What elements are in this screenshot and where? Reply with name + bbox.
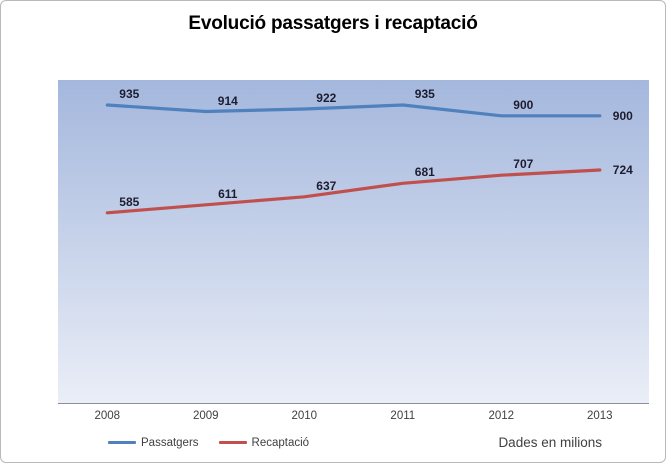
data-label: 935 (119, 87, 140, 101)
footnote-units: Dades en milions (498, 435, 602, 450)
plot-area (58, 80, 649, 404)
data-label: 724 (612, 163, 633, 177)
data-label: 585 (119, 194, 140, 209)
legend: Passatgers Recaptació (108, 434, 309, 451)
legend-label-passatgers: Passatgers (141, 436, 199, 449)
legend-label-recaptacio: Recaptació (251, 436, 310, 449)
x-axis-label: 2012 (488, 410, 515, 422)
x-axis-label: 2013 (587, 410, 613, 422)
legend-line-swatch-recaptacio (218, 441, 247, 444)
data-label: 900 (513, 97, 534, 112)
data-label: 611 (218, 186, 238, 201)
x-axis-label: 2010 (291, 410, 318, 422)
legend-item-passatgers: Passatgers (108, 437, 199, 449)
data-label: 707 (513, 157, 534, 172)
x-axis-label: 2011 (390, 410, 416, 422)
data-label: 681 (414, 165, 435, 180)
data-label: 922 (316, 91, 337, 105)
data-label: 900 (612, 108, 633, 123)
data-label: 914 (217, 93, 238, 108)
data-label: 935 (414, 87, 435, 101)
data-label: 637 (316, 178, 337, 193)
x-axis-label: 2008 (94, 410, 121, 422)
x-axis-label: 2009 (193, 410, 219, 422)
chart-title: Evolució passatgers i recaptació (188, 13, 478, 34)
legend-item-recaptacio: Recaptació (218, 436, 310, 449)
legend-line-swatch-passatgers (108, 441, 136, 444)
